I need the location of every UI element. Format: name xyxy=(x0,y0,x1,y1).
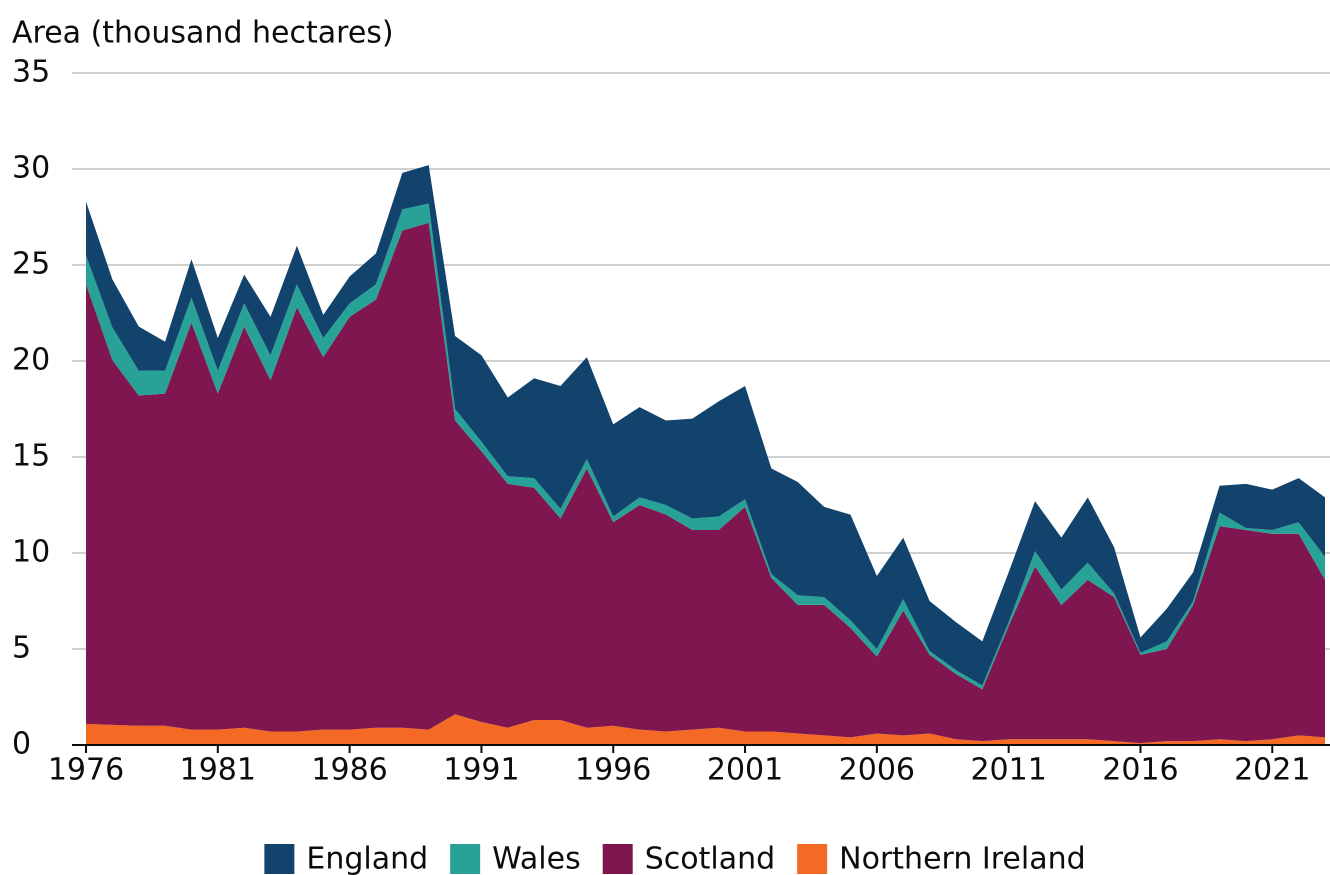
y-tick-label: 0 xyxy=(12,727,31,762)
legend-swatch xyxy=(797,844,828,874)
legend-label: Wales xyxy=(492,842,581,875)
x-tick-label: 2001 xyxy=(707,753,783,788)
x-tick-label: 1976 xyxy=(48,753,124,788)
y-tick-label: 15 xyxy=(12,439,50,474)
legend-item: Scotland xyxy=(602,842,775,875)
y-tick-label: 35 xyxy=(12,55,50,90)
y-tick-label: 10 xyxy=(12,535,50,570)
y-tick-label: 25 xyxy=(12,247,50,282)
x-tick-label: 1996 xyxy=(575,753,651,788)
area xyxy=(86,165,1325,686)
area xyxy=(86,222,1325,744)
legend-label: Northern Ireland xyxy=(839,842,1085,875)
y-tick-label: 30 xyxy=(12,151,50,186)
y-tick-label: 20 xyxy=(12,343,50,378)
x-tick-label: 1991 xyxy=(443,753,519,788)
x-tick-label: 1986 xyxy=(311,753,387,788)
legend-swatch xyxy=(602,844,633,874)
x-tick-label: 2021 xyxy=(1234,753,1310,788)
legend-item: England xyxy=(264,842,428,875)
legend-item: Wales xyxy=(450,842,581,875)
legend-item: Northern Ireland xyxy=(797,842,1086,875)
legend-label: Scotland xyxy=(645,842,775,875)
x-tick-label: 1981 xyxy=(180,753,256,788)
y-tick-label: 5 xyxy=(12,631,31,666)
area xyxy=(86,714,1325,745)
y-axis-label: Area (thousand hectares) xyxy=(12,16,394,51)
legend-swatch xyxy=(264,844,295,874)
legend-label: England xyxy=(306,842,428,875)
x-tick-label: 2006 xyxy=(839,753,915,788)
x-tick-label: 2011 xyxy=(970,753,1046,788)
legend-swatch xyxy=(450,844,481,874)
x-tick-label: 2016 xyxy=(1102,753,1178,788)
